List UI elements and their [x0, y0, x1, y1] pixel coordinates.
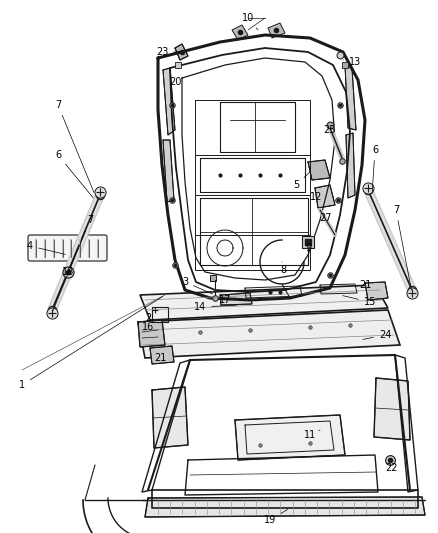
Polygon shape	[345, 65, 356, 130]
Text: 21: 21	[154, 353, 166, 363]
Text: 10: 10	[242, 13, 258, 30]
Text: 19: 19	[264, 510, 288, 525]
Polygon shape	[232, 25, 248, 40]
Text: 13: 13	[343, 57, 361, 67]
Text: 11: 11	[304, 430, 320, 440]
Text: 17: 17	[219, 295, 235, 305]
Text: 2: 2	[145, 313, 151, 323]
Text: 21: 21	[359, 280, 371, 290]
Polygon shape	[163, 140, 174, 202]
Text: 12: 12	[310, 192, 322, 202]
Text: 23: 23	[156, 47, 179, 57]
Polygon shape	[152, 387, 188, 448]
Polygon shape	[163, 68, 175, 135]
Polygon shape	[268, 23, 285, 38]
Polygon shape	[220, 293, 252, 305]
Text: 8: 8	[280, 262, 286, 275]
Text: 9: 9	[305, 243, 311, 253]
Text: 22: 22	[386, 460, 398, 473]
Text: 25: 25	[324, 125, 336, 135]
Polygon shape	[138, 310, 400, 358]
Text: 7: 7	[55, 100, 94, 192]
Polygon shape	[235, 415, 345, 460]
Text: 15: 15	[343, 296, 376, 307]
Text: 6: 6	[55, 150, 93, 198]
Polygon shape	[140, 285, 388, 320]
Text: 6: 6	[372, 145, 378, 192]
Polygon shape	[365, 282, 388, 300]
FancyBboxPatch shape	[28, 235, 107, 261]
Text: 1: 1	[19, 296, 162, 390]
Polygon shape	[145, 497, 425, 517]
Polygon shape	[138, 320, 165, 347]
Text: 7: 7	[393, 205, 411, 290]
Text: 16: 16	[142, 322, 154, 332]
Text: 20: 20	[169, 77, 181, 87]
Text: 14: 14	[194, 302, 237, 312]
Polygon shape	[374, 378, 410, 440]
Text: 27: 27	[319, 213, 331, 223]
Text: 18: 18	[62, 267, 74, 277]
Polygon shape	[150, 346, 174, 364]
Polygon shape	[152, 307, 168, 322]
Polygon shape	[308, 160, 330, 180]
Text: 7: 7	[53, 215, 93, 310]
Text: 24: 24	[363, 330, 391, 340]
Text: 3: 3	[182, 277, 212, 294]
Text: 4: 4	[27, 241, 65, 254]
Text: 5: 5	[293, 172, 310, 190]
Polygon shape	[346, 133, 355, 198]
Polygon shape	[315, 185, 335, 208]
Polygon shape	[175, 44, 188, 60]
